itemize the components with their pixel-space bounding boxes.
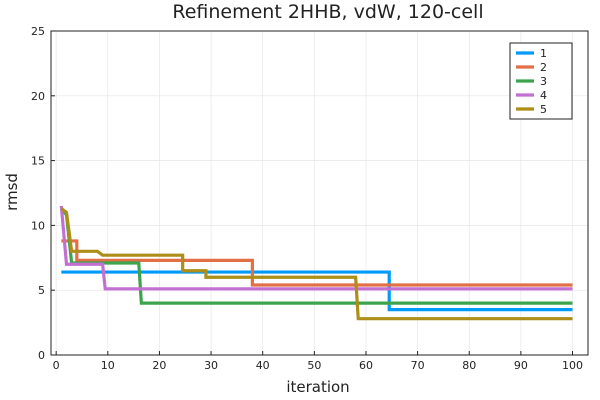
x-tick-label: 80 xyxy=(462,359,476,372)
y-tick-label: 20 xyxy=(31,90,45,103)
plot-frame xyxy=(50,30,589,356)
y-tick-label: 5 xyxy=(38,284,45,297)
x-tick-label: 60 xyxy=(359,359,373,372)
x-tick-label: 10 xyxy=(101,359,115,372)
series-line-1 xyxy=(61,270,573,312)
x-tick-label: 0 xyxy=(53,359,60,372)
y-tick-label: 0 xyxy=(38,349,45,362)
x-axis-label: iteration xyxy=(286,378,349,396)
x-tick-label: 20 xyxy=(152,359,166,372)
series-line-2 xyxy=(61,239,573,287)
x-tick-label: 70 xyxy=(411,359,425,372)
x-tick-label: 30 xyxy=(204,359,218,372)
x-tick-label: 90 xyxy=(514,359,528,372)
y-tick-label: 25 xyxy=(31,25,45,38)
grid-layer xyxy=(51,30,588,356)
y-tick-label: 15 xyxy=(31,155,45,168)
legend-label: 3 xyxy=(540,75,547,88)
y-tick-label: 10 xyxy=(31,219,45,232)
legend-label: 5 xyxy=(540,103,547,116)
legend-label: 2 xyxy=(540,61,547,74)
legend-label: 1 xyxy=(540,47,547,60)
chart-title: Refinement 2HHB, vdW, 120-cell xyxy=(172,1,483,23)
x-tick-label: 40 xyxy=(256,359,270,372)
series-layer xyxy=(59,205,573,321)
series-line-4 xyxy=(59,205,573,291)
x-tick-label: 100 xyxy=(562,359,583,372)
y-axis-label: rmsd xyxy=(3,173,21,211)
legend-label: 4 xyxy=(540,89,547,102)
series-line-5 xyxy=(60,207,573,321)
x-tick-label: 50 xyxy=(307,359,321,372)
